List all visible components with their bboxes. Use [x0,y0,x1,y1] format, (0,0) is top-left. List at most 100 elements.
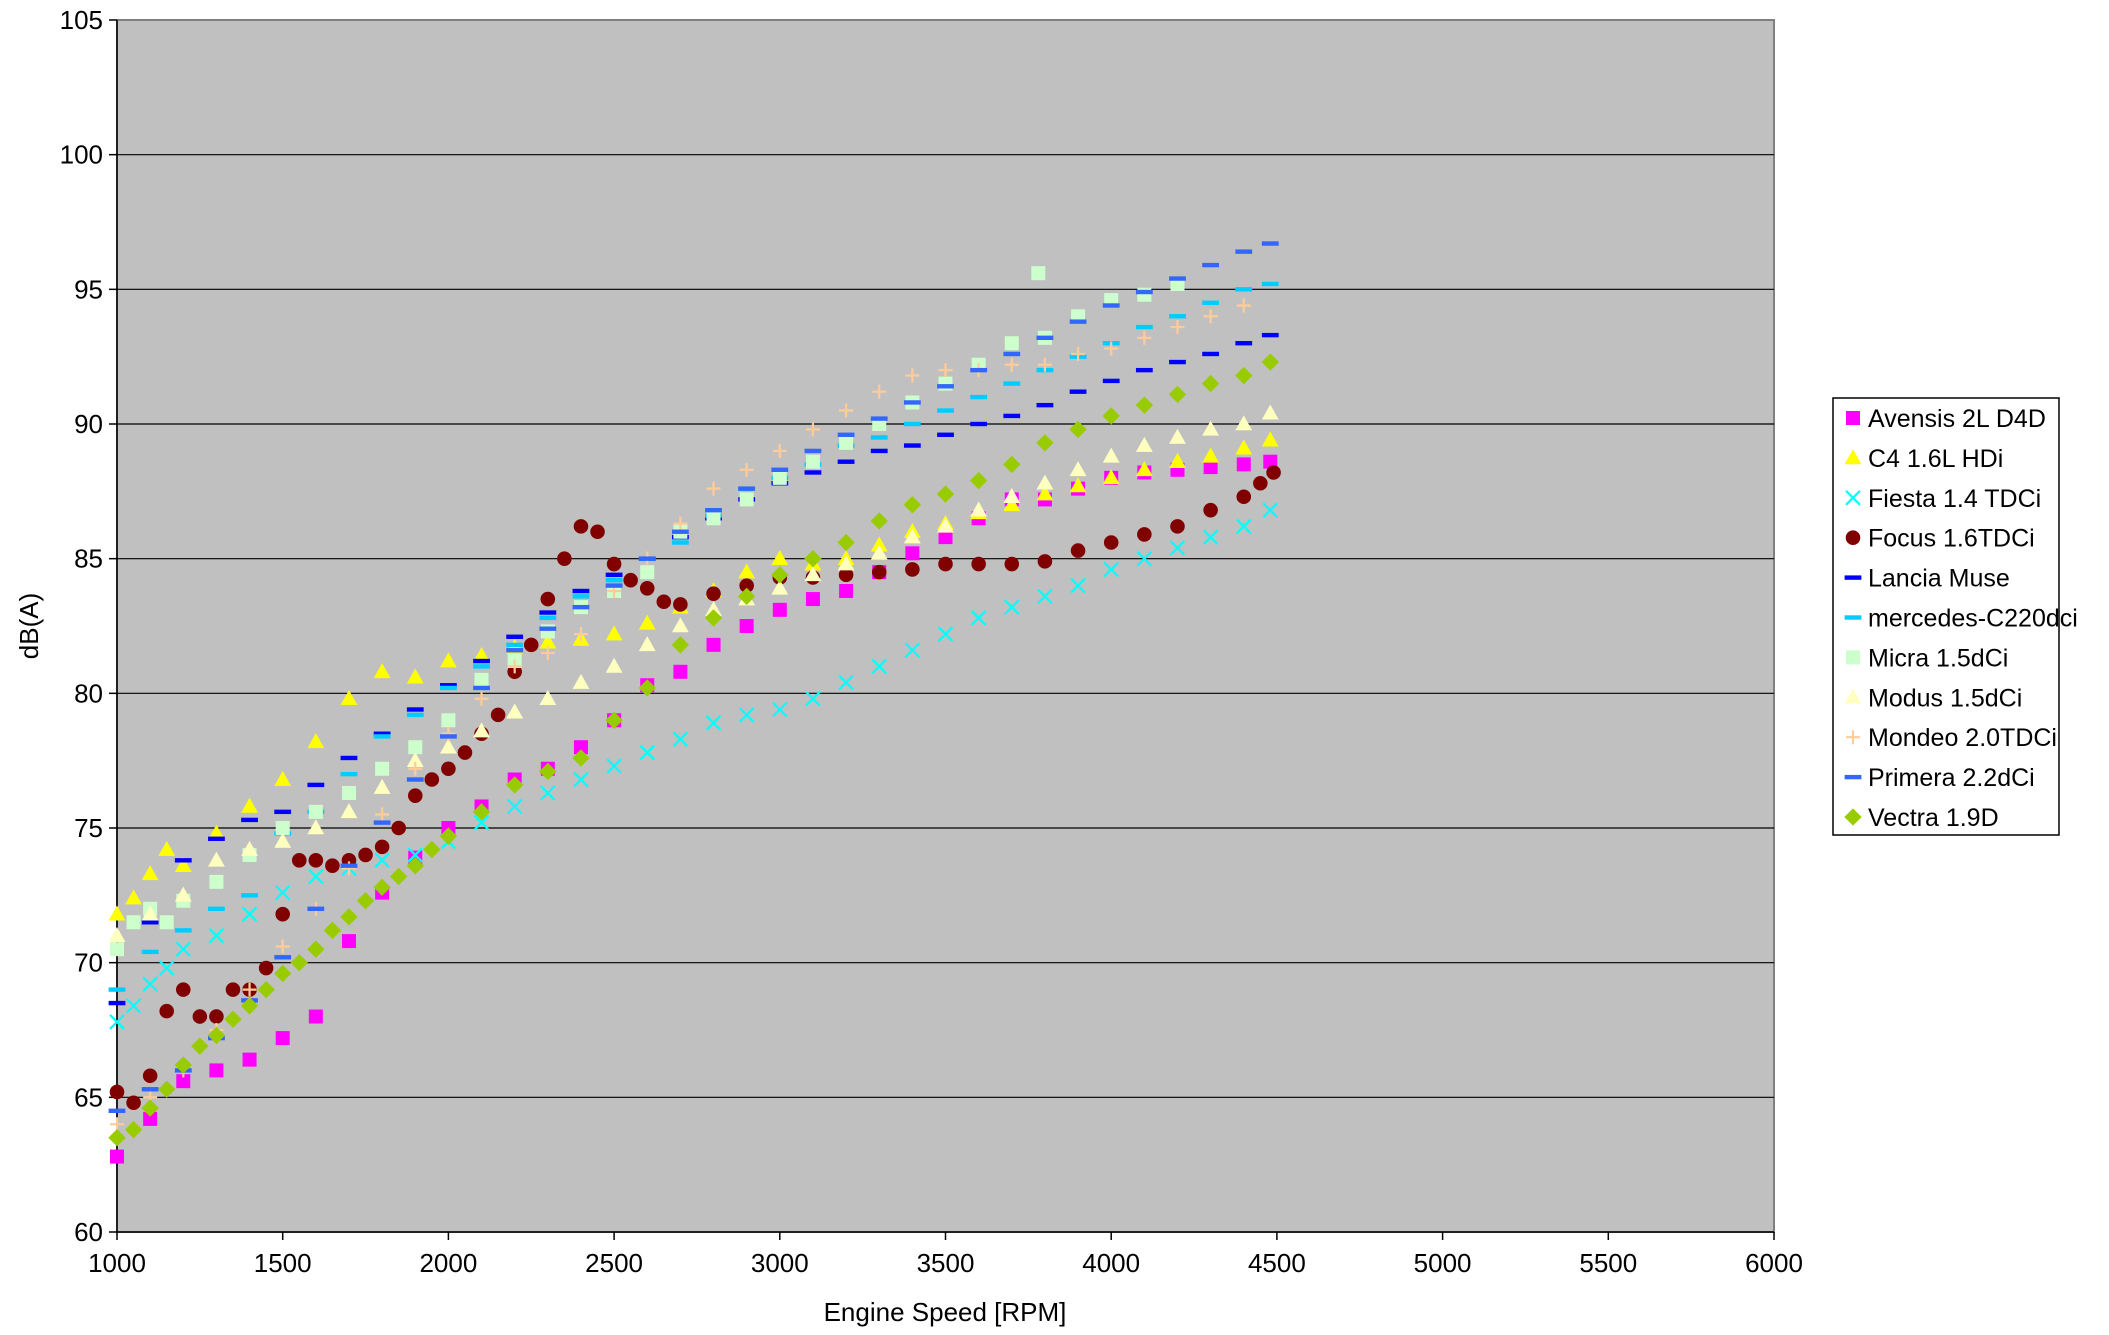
data-point [340,755,358,761]
data-point [970,501,988,517]
data-point [274,809,292,815]
x-tick-label: 6000 [1745,1248,1803,1278]
axes: 60 65 70 75 80 85 90 95 100 105 1000 1500 2000 2500 30… [60,5,1803,1278]
y-tick-label: 70 [74,948,103,978]
data-point [638,556,656,561]
x-tick-label: 4500 [1248,1248,1306,1278]
data-point [704,609,723,627]
data-point [837,459,855,464]
data-point [441,713,456,728]
data-point [373,663,391,679]
data-point [870,544,888,560]
data-point [1135,461,1153,477]
y-axis-title: dB(A) [14,593,44,659]
legend-label: Modus 1.5dCi [1868,684,2022,712]
data-point [125,889,142,905]
data-point [373,734,391,739]
data-point [1169,453,1186,469]
data-point [1235,287,1253,292]
data-point [406,751,424,767]
data-point [1202,420,1220,436]
data-point [938,530,953,545]
data-point [274,770,292,786]
legend-label: Fiesta 1.4 TDCi [1868,485,2041,513]
data-point [1135,289,1153,295]
data-point [440,685,457,691]
data-point [275,939,290,954]
data-point [406,707,424,712]
data-point [590,524,605,540]
x-tick-label: 5000 [1414,1248,1472,1278]
data-point [440,734,457,739]
legend-marker [1844,688,1862,704]
data-point [1235,518,1252,535]
data-point [290,953,308,972]
data-point [539,633,557,649]
data-point [971,556,986,572]
data-point [1137,330,1152,345]
data-point [970,421,988,427]
data-point [572,588,590,594]
data-point [1102,469,1120,485]
data-point [572,673,590,689]
data-point [108,1108,126,1113]
data-point [672,731,689,747]
data-point [1201,374,1220,393]
data-point [473,685,490,691]
data-point [837,555,855,571]
x-tick-label: 1500 [254,1248,312,1278]
data-point [126,1095,141,1110]
data-point [373,778,391,794]
data-point [275,821,290,835]
data-point [1070,543,1086,558]
data-point [440,738,457,754]
data-point [1135,436,1153,452]
data-point [307,733,325,749]
data-point [473,646,490,662]
data-point [771,467,789,472]
data-point [1069,319,1087,324]
data-point [557,551,572,566]
data-point [938,363,953,378]
data-point [440,652,457,668]
data-point [108,1129,126,1147]
data-point [737,587,756,606]
data-point [373,731,391,736]
data-point [191,1037,209,1055]
data-point [143,1111,158,1126]
data-point [705,507,722,513]
series-2 [109,502,1279,1030]
data-point [209,874,224,889]
data-point [126,915,141,930]
data-point [638,679,656,697]
data-point [1169,314,1186,319]
legend-marker [1844,449,1862,465]
data-point [174,886,192,902]
data-point [340,803,358,819]
data-point [274,884,291,901]
data-point [209,1009,224,1024]
legend-marker [1845,490,1861,506]
data-point [507,659,522,674]
data-point [706,586,721,601]
data-point [837,533,855,552]
data-point [1236,298,1251,313]
data-point [1070,577,1086,594]
data-point [1203,460,1218,475]
data-point [240,997,259,1015]
legend-label: Primera 2.2dCi [1868,764,2035,792]
data-point [739,492,754,507]
data-point [804,549,822,568]
data-point [706,511,721,526]
data-point [937,432,954,437]
data-point [275,1031,290,1046]
data-point [605,625,623,641]
data-point [110,1149,124,1164]
data-point [539,626,557,631]
data-point [673,597,688,612]
data-point [1236,457,1251,472]
data-point [1004,556,1020,572]
data-point [241,817,258,823]
data-point [474,672,489,687]
